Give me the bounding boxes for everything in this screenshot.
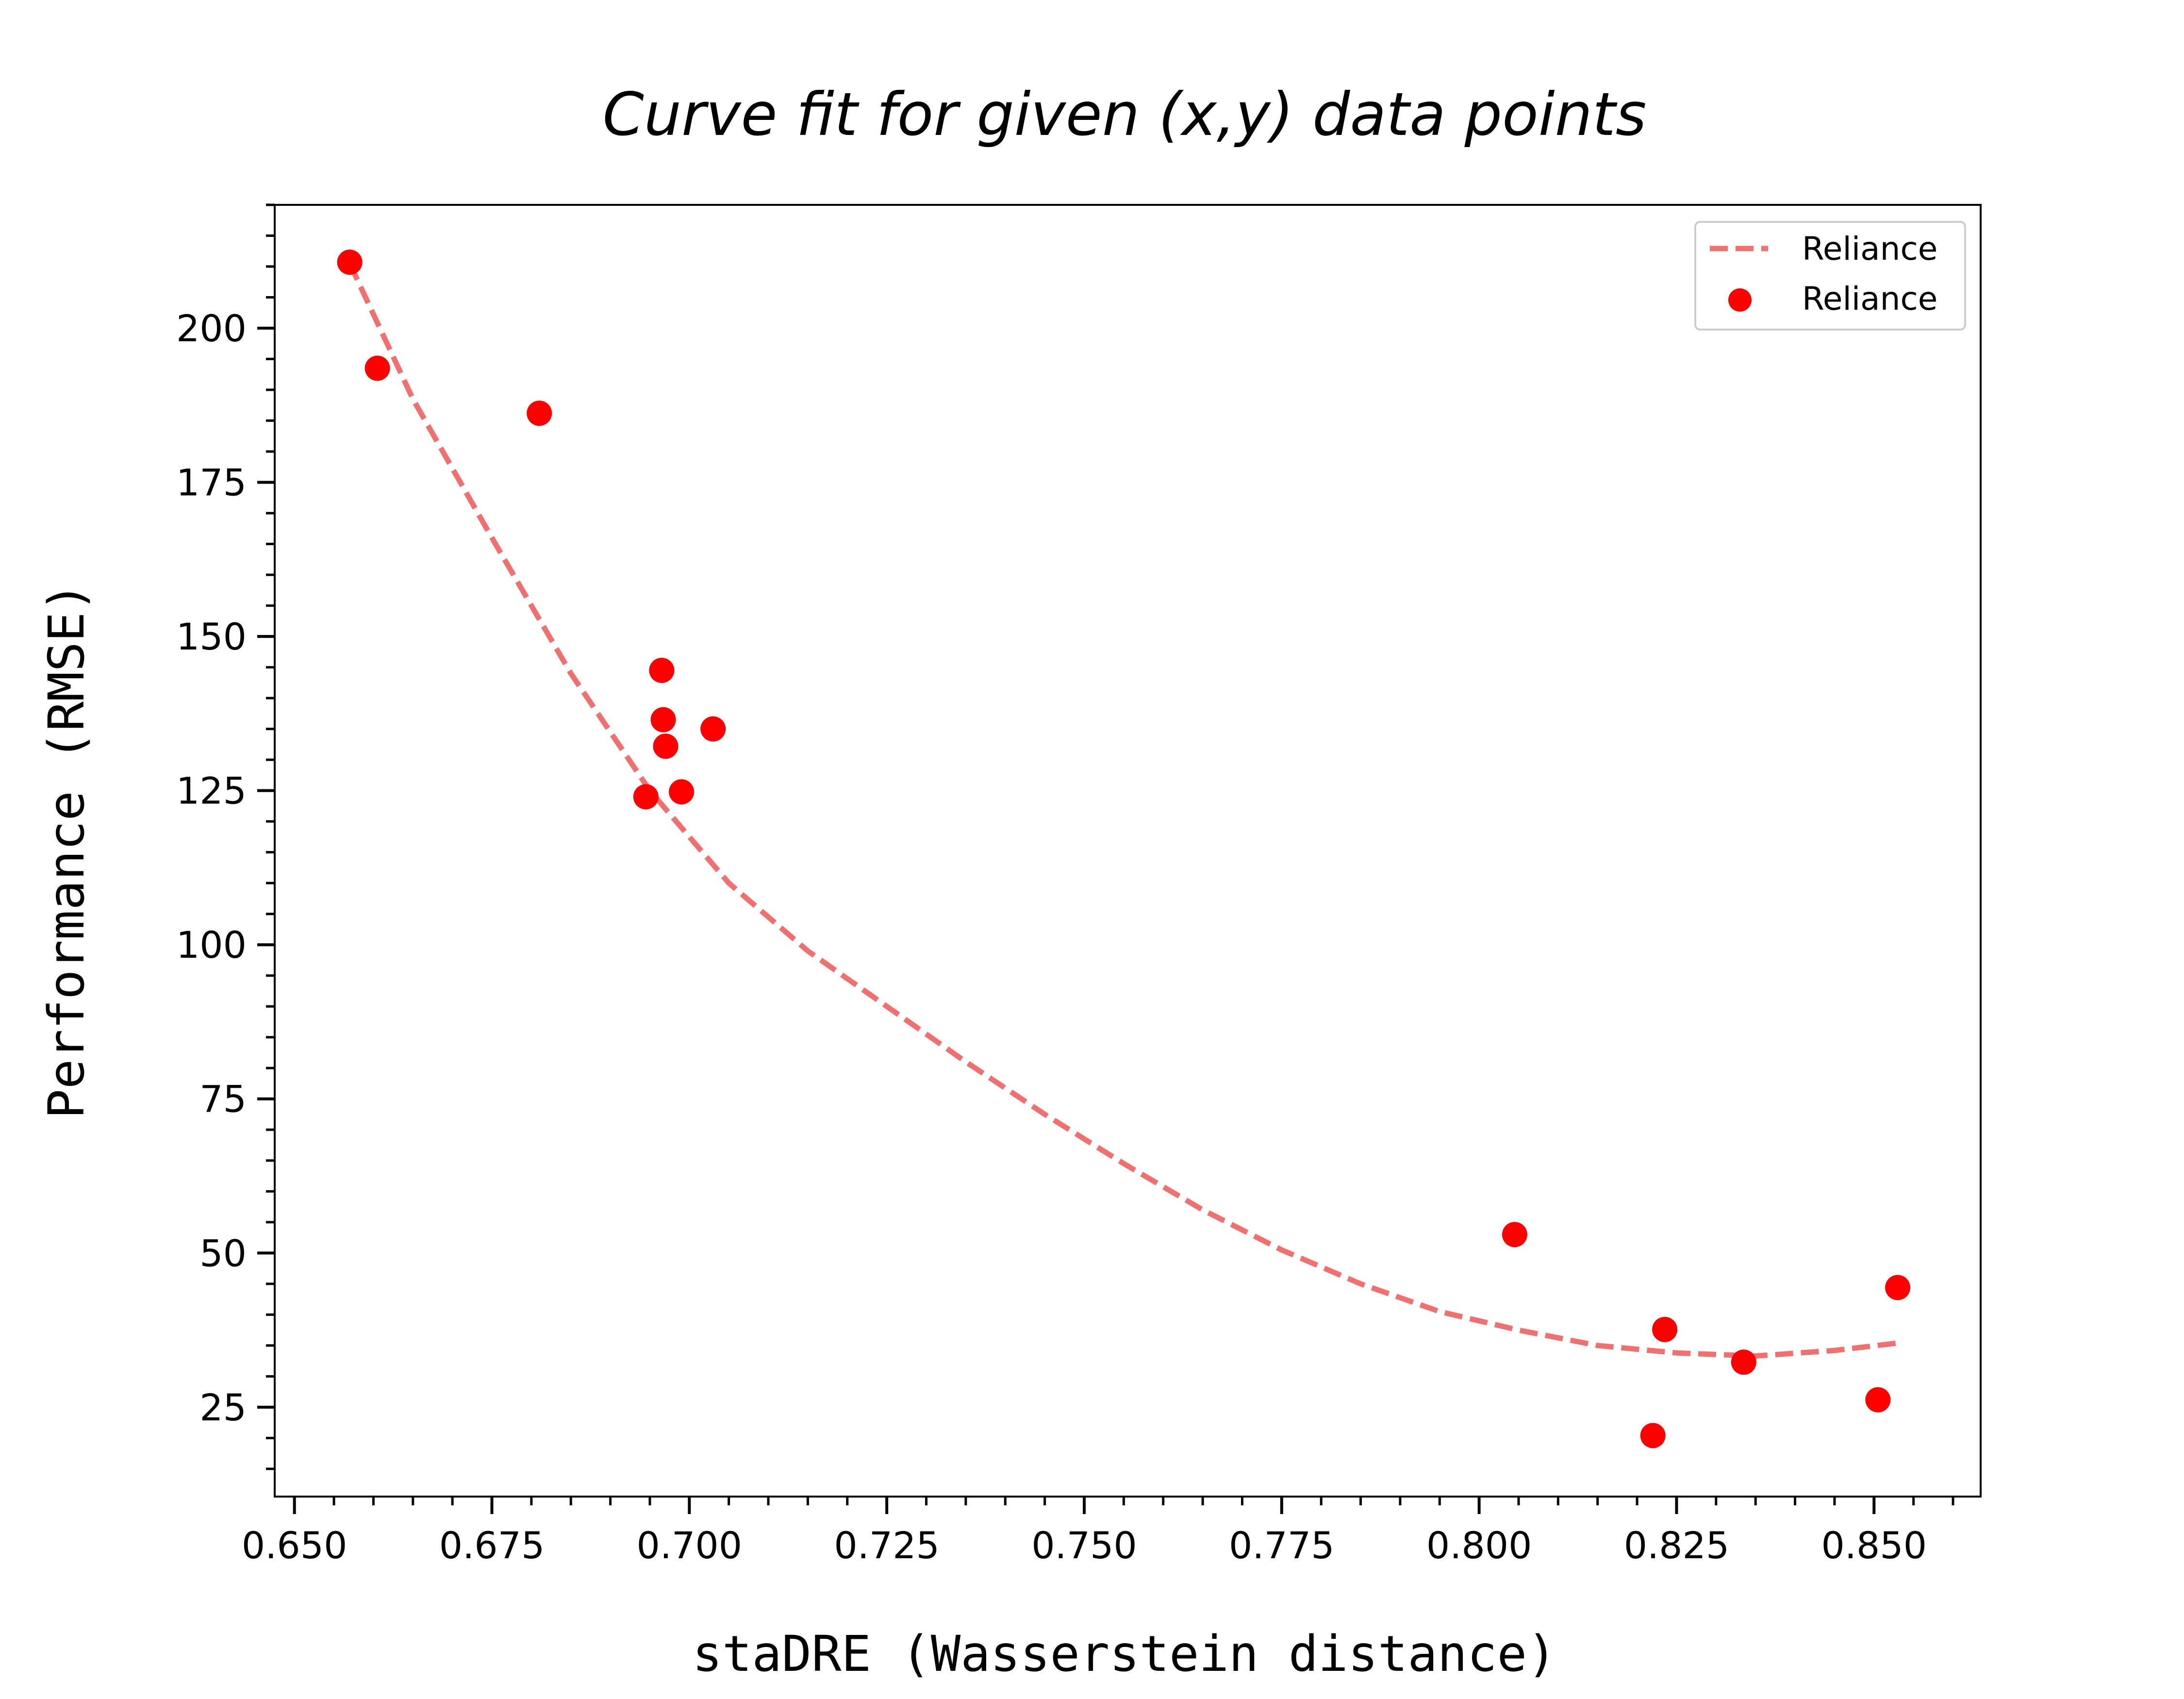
y-axis-label: Performance (RMSE) (38, 582, 96, 1118)
plot-frame (274, 204, 1982, 1498)
x-tick-label: 0.775 (1229, 1524, 1335, 1567)
data-point (1652, 1316, 1678, 1342)
y-tick-label: 50 (199, 1232, 247, 1275)
legend-points-swatch (1728, 288, 1752, 312)
data-points-layer (337, 250, 1911, 1449)
chart-title: Curve fit for given (x,y) data points (603, 80, 1647, 149)
legend-points-label: Reliance (1802, 280, 1937, 317)
y-tick-label: 200 (176, 307, 247, 350)
y-tick-label: 125 (176, 769, 247, 813)
data-point (364, 355, 390, 381)
data-point (527, 400, 552, 426)
data-point (337, 250, 363, 275)
y-tick-label: 100 (176, 923, 247, 966)
x-tick-label: 0.650 (242, 1524, 347, 1567)
data-point (1731, 1349, 1756, 1375)
data-point (653, 733, 678, 759)
x-tick-label: 0.825 (1624, 1524, 1730, 1567)
x-tick-label: 0.800 (1426, 1524, 1532, 1567)
x-tick-label: 0.675 (439, 1524, 545, 1567)
y-tick-label: 25 (199, 1386, 247, 1429)
y-axis: 25 50 75 100 125 150 175 200 (176, 203, 275, 1470)
fit-line-layer (347, 262, 1898, 1359)
data-point (1502, 1222, 1527, 1248)
y-tick-label: 75 (199, 1078, 247, 1121)
y-tick-label: 150 (176, 615, 247, 658)
x-axis: 0.650 0.675 0.700 0.725 0.750 0.775 0.800 0.825… (242, 1497, 1954, 1567)
y-tick-label: 175 (176, 461, 247, 504)
legend: Reliance Reliance (1694, 221, 1966, 331)
fit-line (347, 262, 1898, 1359)
data-point (650, 707, 676, 733)
data-point (1885, 1275, 1911, 1300)
x-tick-label: 0.850 (1821, 1524, 1927, 1567)
data-point (1640, 1423, 1666, 1449)
data-point (1865, 1387, 1891, 1413)
x-tick-label: 0.750 (1031, 1524, 1137, 1567)
data-point (633, 784, 659, 810)
data-point (649, 658, 675, 683)
data-point (669, 779, 695, 805)
x-tick-label: 0.700 (637, 1524, 743, 1567)
x-tick-label: 0.725 (834, 1524, 940, 1567)
legend-fit-label: Reliance (1802, 230, 1937, 267)
x-axis-label: staDRE (Wasserstein distance) (693, 1625, 1557, 1683)
data-point (700, 716, 726, 742)
